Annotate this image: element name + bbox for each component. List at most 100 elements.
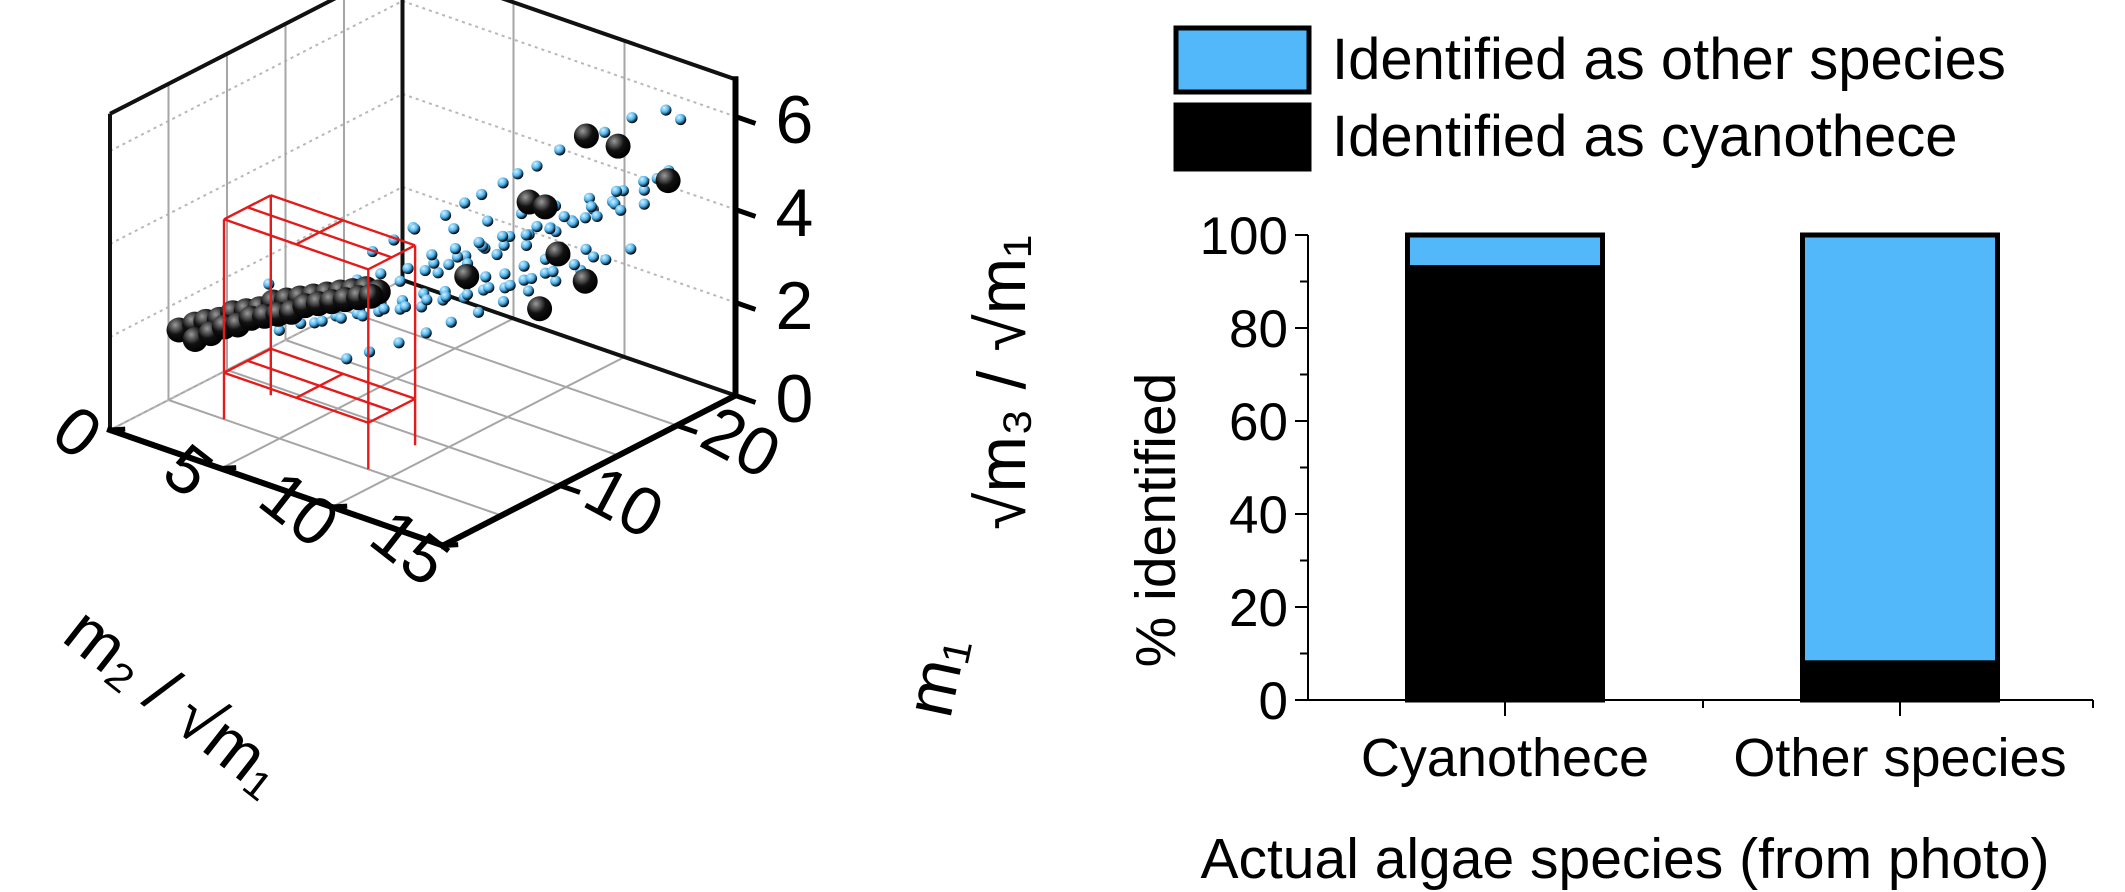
blue-data-point: [599, 126, 611, 138]
floor-grid-line: [226, 369, 561, 487]
black-data-point: [605, 133, 631, 159]
blue-data-point: [610, 185, 623, 197]
z-tick-label: 4: [775, 175, 813, 251]
blue-data-point: [472, 306, 485, 318]
x-axis-tick: [331, 503, 348, 510]
x-tick-label: 5: [150, 429, 227, 512]
blue-data-point: [625, 243, 637, 255]
y-tick-label: 10: [573, 451, 675, 554]
blue-data-point: [421, 294, 433, 306]
blue-data-point: [531, 160, 543, 172]
x-axis-label-main: m₂ / √m₁: [51, 592, 300, 810]
blue-data-point: [675, 113, 687, 126]
z-axis-label-3d: √m₃ / √m₁: [964, 235, 1040, 530]
red-gate-edge: [223, 218, 369, 271]
blue-data-point: [378, 303, 390, 315]
blue-data-point: [399, 301, 412, 313]
blue-data-point: [393, 337, 405, 349]
z-tick-label: 2: [775, 268, 813, 344]
blue-data-point: [512, 168, 524, 180]
black-scatter-series: [166, 123, 681, 352]
y-axis-label-main: m₁: [890, 629, 981, 723]
blue-data-point: [449, 243, 462, 255]
blue-data-point: [497, 230, 509, 242]
blue-data-point: [525, 272, 538, 285]
red-gate-edge: [295, 219, 344, 246]
black-data-point: [545, 241, 571, 267]
back-wall-grid-line: [402, 0, 736, 118]
y-axis-tick: [676, 423, 698, 435]
cyanothece-identified-as-other-species-bar: [1405, 232, 1605, 271]
black-data-point: [454, 263, 480, 289]
blue-data-point: [335, 312, 347, 324]
blue-data-point: [443, 258, 455, 271]
blue-data-point: [448, 223, 460, 235]
blue-data-point: [544, 223, 556, 235]
blue-data-point: [591, 210, 603, 223]
blue-data-point: [497, 177, 509, 189]
blue-data-point: [419, 264, 431, 277]
back-wall-grid-line: [402, 186, 736, 304]
bar-y-axis-title: % identified: [1124, 373, 1188, 668]
legend-swatch-cyanothece: [1173, 102, 1312, 172]
blue-data-point: [580, 243, 592, 255]
z-axis-tick: [734, 207, 757, 219]
blue-data-point: [567, 216, 580, 229]
side-wall-grid-line: [109, 186, 403, 338]
blue-data-point: [491, 248, 503, 261]
black-data-point: [527, 296, 553, 322]
blue-data-point: [480, 271, 492, 283]
blue-data-point: [483, 282, 495, 294]
bar-y-tick-label: 60: [1229, 393, 1288, 452]
bar-y-tick-label: 80: [1229, 300, 1288, 359]
blue-data-point: [638, 184, 650, 196]
blue-data-point: [568, 259, 580, 271]
z-axis-tick: [734, 393, 757, 405]
blue-data-point: [531, 220, 543, 233]
blue-data-point: [638, 175, 650, 188]
bar-y-tick-label: 0: [1259, 672, 1288, 731]
red-gate-box: [222, 194, 417, 470]
bar-chart-panel: Identified as other species Identified as…: [1124, 25, 2094, 891]
blue-data-point: [473, 236, 485, 249]
legend-label-other-species: Identified as other species: [1332, 27, 2006, 92]
blue-data-point: [426, 249, 438, 261]
blue-data-point: [375, 268, 387, 280]
bar-x-axis-title: Actual algae species (from photo): [1200, 827, 2049, 891]
blue-data-point: [394, 275, 406, 287]
z-tick-label: 0: [775, 361, 813, 437]
bar-y-tick-label: 100: [1200, 207, 1288, 266]
blue-data-point: [445, 316, 457, 328]
blue-data-point: [409, 223, 421, 235]
x-tick-label: 10: [246, 456, 352, 562]
red-gate-edge: [295, 372, 344, 399]
side-wall-grid-line: [109, 93, 403, 245]
blue-data-point: [341, 353, 353, 365]
stacked-bars: [1405, 232, 2000, 703]
other-species-identified-as-other-species-bar: [1800, 232, 2000, 666]
blue-data-point: [522, 285, 535, 297]
x-axis-label-3d: m₂ / √m₁: [51, 592, 300, 810]
blue-data-point: [499, 268, 511, 280]
x-axis-tick: [109, 426, 126, 433]
bar-chart-legend: Identified as other species Identified as…: [1173, 25, 2006, 172]
blue-data-point: [520, 239, 533, 251]
z-axis-label-main: √m₃ / √m₁: [964, 235, 1040, 530]
blue-data-point: [547, 265, 559, 278]
blue-data-point: [585, 201, 598, 213]
blue-data-point: [504, 279, 516, 291]
blue-data-point: [402, 262, 414, 275]
x-tick-label: 0: [39, 391, 116, 474]
z-axis-tick: [734, 114, 757, 126]
bar-y-tick-label: 20: [1229, 579, 1288, 638]
y-axis-tick: [559, 483, 581, 495]
blue-data-point: [579, 212, 591, 224]
legend-swatch-other-species: [1173, 25, 1312, 95]
legend-label-cyanothece: Identified as cyanothece: [1332, 104, 1958, 169]
blue-data-point: [520, 229, 532, 241]
z-tick-label: 6: [775, 82, 813, 158]
blue-data-point: [498, 239, 510, 251]
floor-grid-line: [331, 356, 625, 508]
